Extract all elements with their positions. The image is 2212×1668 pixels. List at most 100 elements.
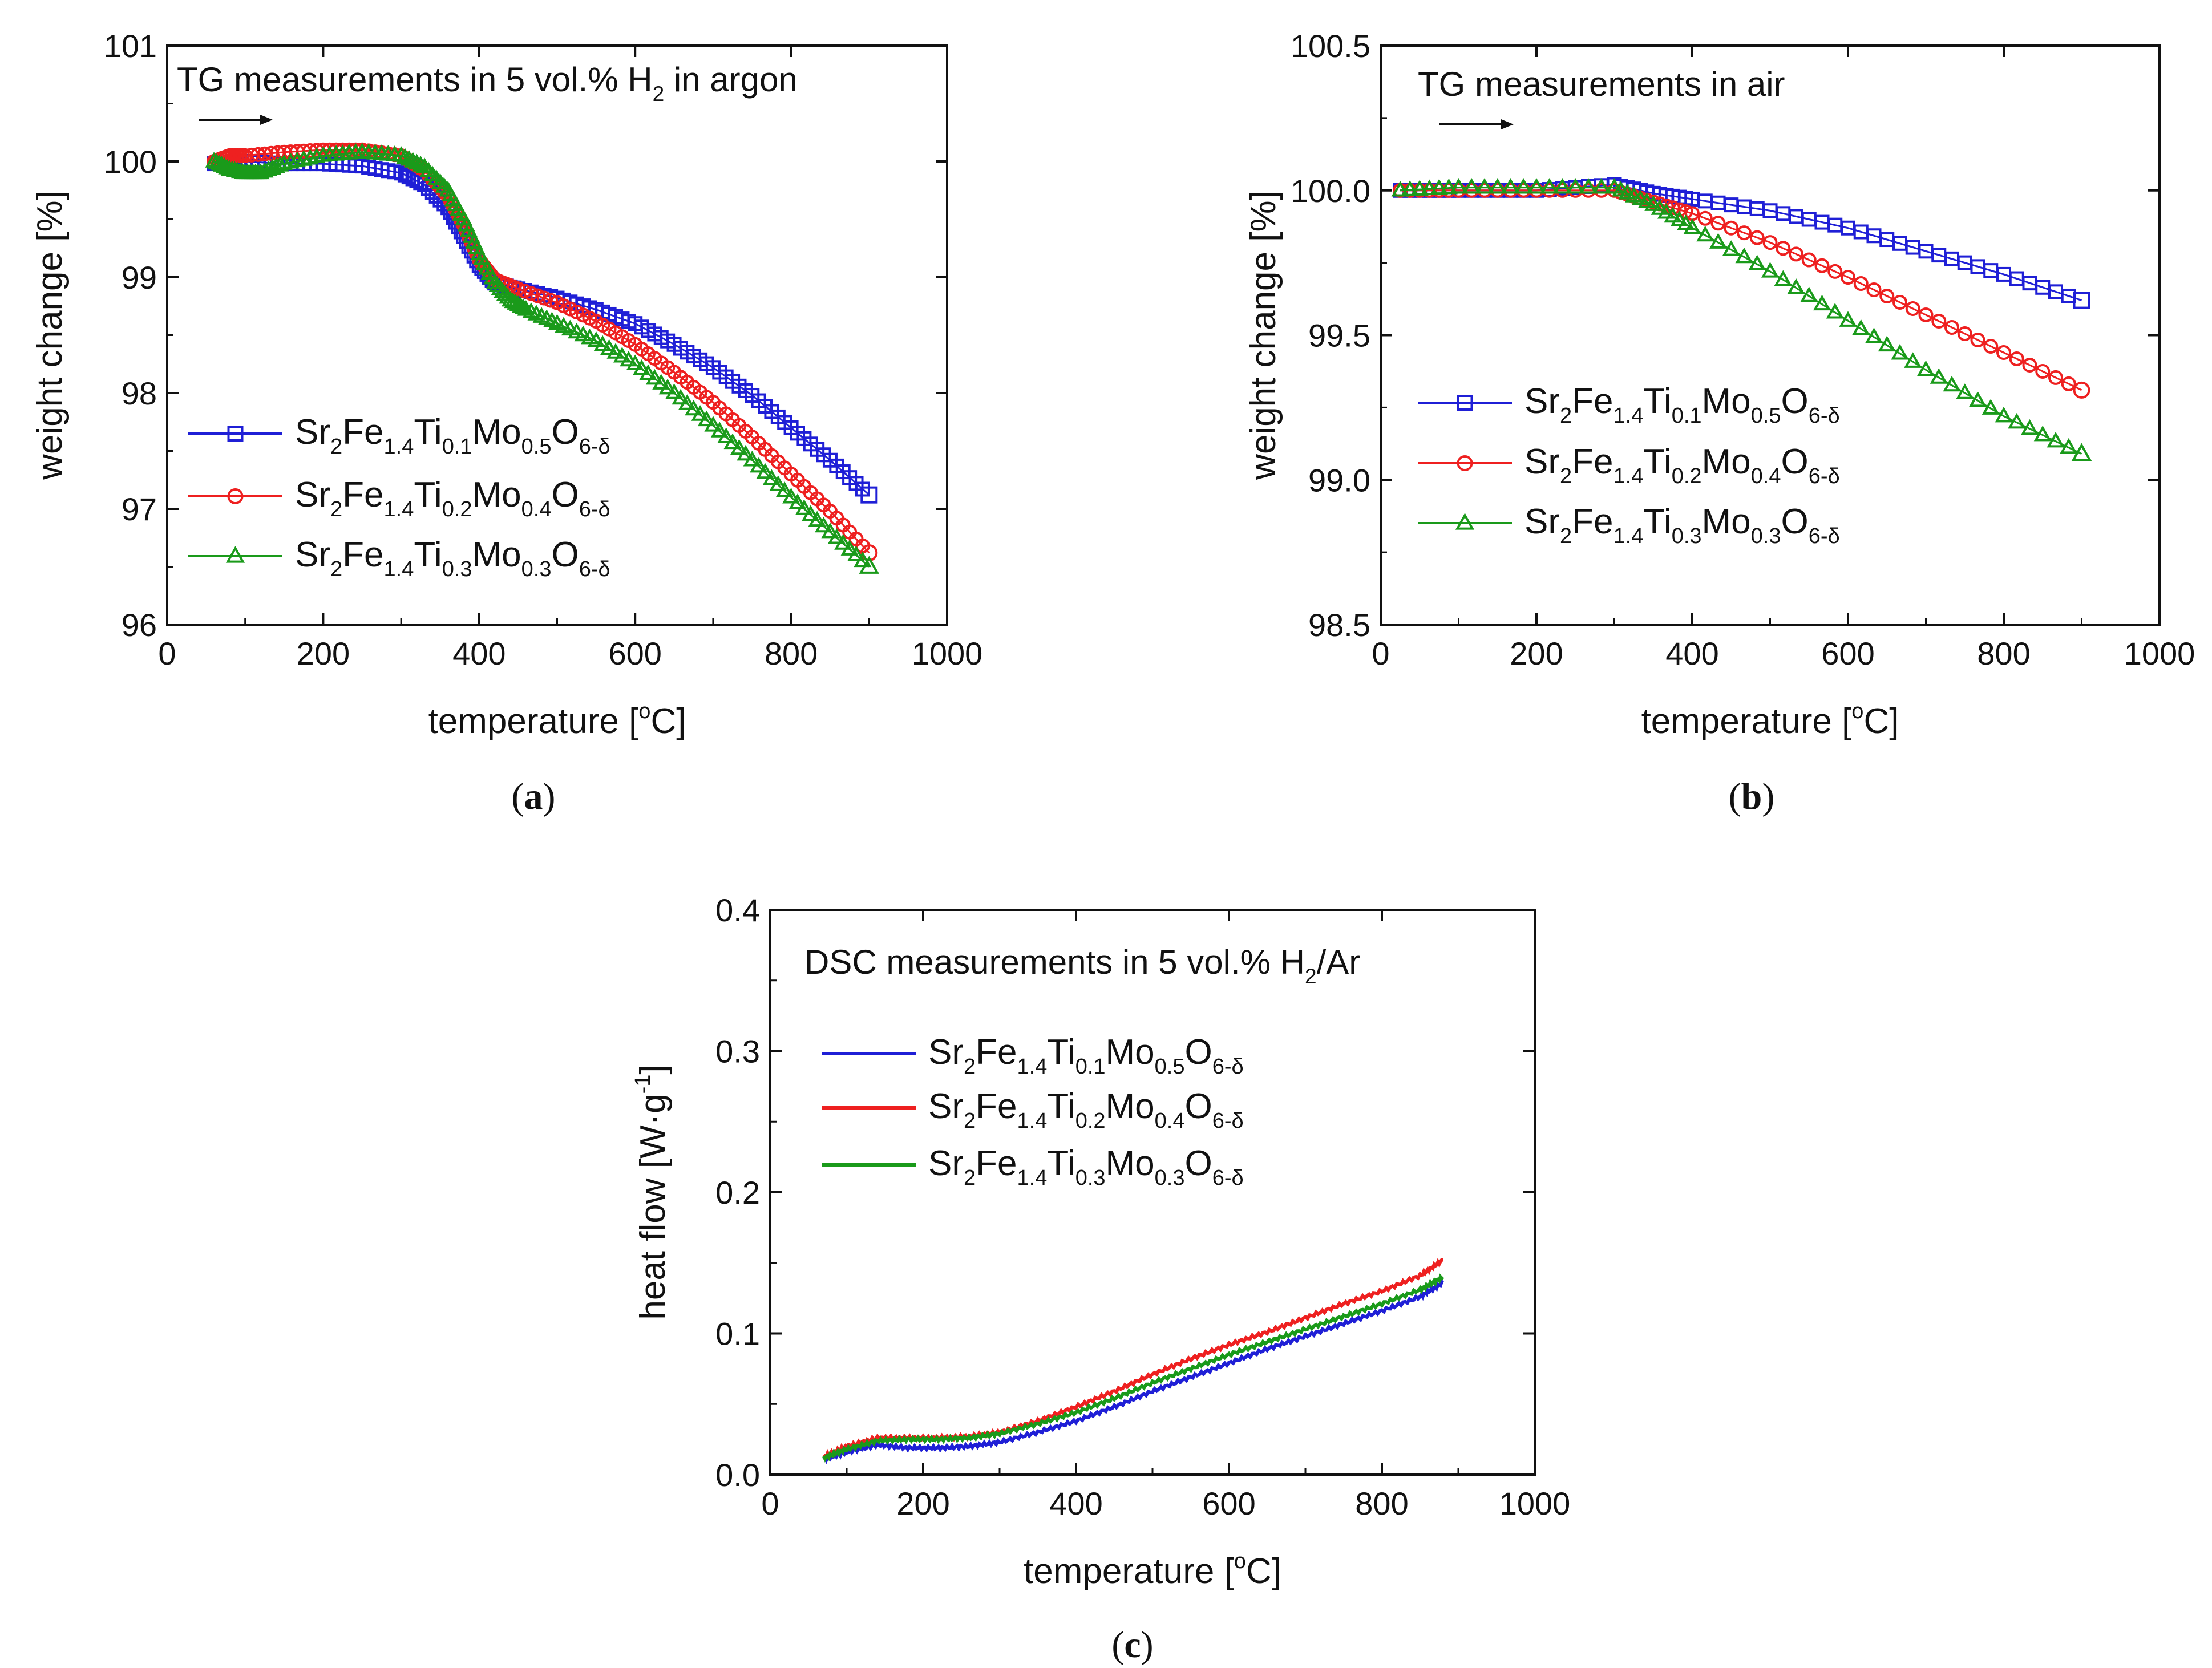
data-point <box>1879 288 1895 303</box>
data-point <box>1696 225 1714 242</box>
data-point <box>1762 235 1778 250</box>
legend-marker <box>227 426 244 442</box>
legend-label: Sr2Fe1.4Ti0.1Mo0.5O6-δ <box>1524 382 1840 428</box>
data-point <box>860 486 878 504</box>
y-tick-label: 100 <box>104 144 157 180</box>
y-tick-label: 0.2 <box>715 1175 760 1210</box>
x-axis-label: temperature [oC] <box>1641 699 1899 741</box>
x-tick-label: 200 <box>297 635 350 671</box>
legend: Sr2Fe1.4Ti0.1Mo0.5O6-δ Sr2Fe1.4Ti0.2Mo0.4… <box>1418 382 1840 548</box>
data-point <box>271 156 289 172</box>
data-point <box>1410 180 1429 196</box>
data-point <box>1905 301 1920 316</box>
legend-marker <box>227 488 244 504</box>
data-point <box>1776 241 1791 256</box>
data-point <box>1916 360 1935 376</box>
data-point <box>606 343 625 359</box>
data-point <box>1748 254 1766 270</box>
data-point <box>600 339 618 355</box>
panel-caption: (b) <box>1729 776 1775 817</box>
arrow-head <box>260 115 273 125</box>
data-point <box>1489 177 1507 194</box>
data-point <box>1918 307 1934 322</box>
data-point <box>407 153 426 170</box>
data-point <box>2060 438 2078 454</box>
data-point <box>827 528 846 544</box>
data-point <box>645 369 664 385</box>
legend-label: Sr2Fe1.4Ti0.2Mo0.4O6-δ <box>1524 442 1840 488</box>
y-tick-label: 100.5 <box>1291 28 1370 64</box>
data-point <box>795 499 813 515</box>
data-point <box>1540 177 1559 194</box>
data-point <box>1839 311 1857 327</box>
data-point <box>1724 220 1739 236</box>
legend: Sr2Fe1.4Ti0.1Mo0.5O6-δ Sr2Fe1.4Ti0.2Mo0.4… <box>822 1033 1244 1190</box>
data-point <box>2048 370 2063 385</box>
data-point <box>821 522 839 539</box>
data-point <box>847 545 866 561</box>
data-point <box>1566 177 1584 194</box>
x-tick-label: 800 <box>765 635 818 671</box>
y-tick-label: 99.5 <box>1308 318 1370 354</box>
legend-label: Sr2Fe1.4Ti0.2Mo0.4O6-δ <box>928 1087 1244 1133</box>
data-point <box>523 286 539 301</box>
x-tick-label: 600 <box>1821 635 1874 671</box>
x-tick-label: 1000 <box>2124 635 2195 671</box>
data-point <box>392 146 410 162</box>
data-point <box>802 505 820 521</box>
y-axis-label: weight change [%] <box>30 191 70 480</box>
arrow-head <box>1501 119 1514 129</box>
y-tick-label: 0.1 <box>715 1316 760 1352</box>
data-point <box>2008 412 2026 429</box>
data-point <box>587 331 605 347</box>
data-point <box>543 293 559 308</box>
data-point <box>1735 247 1753 264</box>
data-point <box>1579 177 1598 194</box>
data-point <box>808 511 826 527</box>
data-point <box>1401 180 1419 196</box>
x-tick-label: 200 <box>1510 635 1563 671</box>
y-tick-label: 99.0 <box>1308 462 1370 498</box>
data-point <box>1664 207 1682 223</box>
y-tick-label: 0.4 <box>715 892 760 928</box>
series-3 <box>205 143 880 574</box>
data-point <box>723 433 742 450</box>
data-point <box>411 156 430 172</box>
data-point <box>530 288 545 303</box>
data-point <box>815 516 833 533</box>
legend-marker <box>225 546 245 563</box>
data-point <box>1968 391 1987 407</box>
data-point <box>626 354 644 371</box>
data-point <box>396 148 414 164</box>
data-point <box>1683 218 1701 234</box>
x-tick-label: 0 <box>1372 635 1389 671</box>
y-tick-label: 96 <box>122 607 157 643</box>
data-point <box>697 410 716 427</box>
data-point <box>1527 177 1546 194</box>
data-point <box>1439 178 1458 195</box>
x-tick-label: 600 <box>1202 1485 1255 1521</box>
x-tick-label: 800 <box>1355 1485 1408 1521</box>
series-3 <box>1391 177 2092 461</box>
data-point <box>1430 179 1448 195</box>
y-tick-label: 98.5 <box>1308 607 1370 643</box>
data-point <box>1722 240 1740 256</box>
panel-a-chart: 0 200 400 600 800 1000 96 97 98 99 100 101 temperatu… <box>30 28 982 817</box>
data-point <box>2047 431 2065 448</box>
x-tick-label: 1000 <box>912 635 983 671</box>
data-point <box>1931 313 1947 329</box>
x-tick-label: 0 <box>761 1485 779 1521</box>
data-point <box>511 281 526 297</box>
y-tick-label: 99 <box>122 260 157 295</box>
data-point <box>658 378 677 395</box>
legend-label: Sr2Fe1.4Ti0.1Mo0.5O6-δ <box>295 412 610 459</box>
data-point <box>514 298 532 314</box>
data-point <box>775 481 794 497</box>
y-tick-label: 0.0 <box>715 1457 760 1493</box>
series-line <box>822 1279 1444 1464</box>
series-line <box>1400 184 2082 302</box>
data-point <box>1670 210 1688 226</box>
legend-label: Sr2Fe1.4Ti0.1Mo0.5O6-δ <box>928 1033 1244 1079</box>
data-point <box>756 463 774 479</box>
data-point <box>1697 210 1713 226</box>
